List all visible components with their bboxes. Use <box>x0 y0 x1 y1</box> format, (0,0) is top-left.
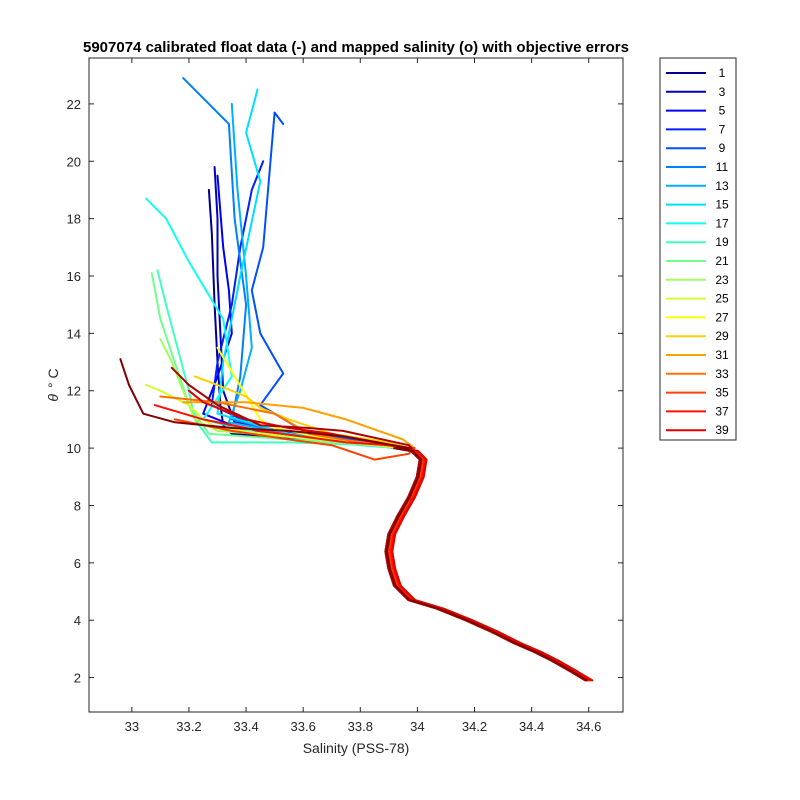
legend-label: 15 <box>715 198 729 212</box>
x-axis-label: Salinity (PSS-78) <box>303 740 410 756</box>
y-tick-label: 10 <box>67 441 81 456</box>
y-tick-label: 22 <box>67 97 81 112</box>
legend-label: 35 <box>715 386 729 400</box>
legend-label: 31 <box>715 348 729 362</box>
ticks-layer: 33 33.2 33.4 33.6 33.8 34 34.2 34.4 34.6 2 4 6 8 10 12… <box>67 58 623 734</box>
x-tick-label: 34.4 <box>519 719 544 734</box>
x-tick-label: 34.6 <box>576 719 601 734</box>
y-tick-label: 12 <box>67 384 81 399</box>
legend-label: 39 <box>715 423 729 437</box>
x-tick-label: 34.2 <box>462 719 487 734</box>
chart-title: 5907074 calibrated float data (-) and ma… <box>83 39 629 56</box>
y-tick-label: 20 <box>67 154 81 169</box>
legend-label: 3 <box>719 85 726 99</box>
y-tick-label: 16 <box>67 269 81 284</box>
x-tick-label: 33 <box>125 719 139 734</box>
x-tick-label: 34 <box>410 719 424 734</box>
plot-area <box>88 57 624 713</box>
y-axis-label: θ ° C <box>45 368 61 401</box>
legend-label: 19 <box>715 235 729 249</box>
legend-box <box>659 57 737 441</box>
y-axis-symbol: θ <box>45 394 61 402</box>
series-line-extra-21 <box>119 358 588 682</box>
y-tick-label: 6 <box>74 556 81 571</box>
legend-label: 29 <box>715 329 729 343</box>
y-tick-label: 2 <box>74 671 81 686</box>
y-tick-label: 4 <box>74 613 81 628</box>
legend-label: 1 <box>719 66 726 80</box>
x-tick-label: 33.4 <box>233 719 258 734</box>
legend-label: 9 <box>719 141 726 155</box>
legend-label: 7 <box>719 122 726 136</box>
legend-label: 37 <box>715 404 729 418</box>
legend-label: 23 <box>715 273 729 287</box>
legend-label: 13 <box>715 179 729 193</box>
x-tick-label: 33.2 <box>176 719 201 734</box>
series-layer <box>119 77 594 682</box>
y-tick-label: 14 <box>67 326 81 341</box>
x-tick-label: 33.8 <box>348 719 373 734</box>
y-tick-label: 18 <box>67 212 81 227</box>
x-tick-label: 33.6 <box>291 719 316 734</box>
legend-label: 5 <box>719 104 726 118</box>
legend-label: 33 <box>715 367 729 381</box>
y-axis-unit: ° C <box>45 368 61 388</box>
legend-label: 11 <box>716 160 729 174</box>
legend-label: 21 <box>715 254 729 268</box>
legend-label: 25 <box>715 292 729 306</box>
legend-label: 27 <box>715 310 729 324</box>
legend-label: 17 <box>715 216 729 230</box>
y-tick-label: 8 <box>74 498 81 513</box>
